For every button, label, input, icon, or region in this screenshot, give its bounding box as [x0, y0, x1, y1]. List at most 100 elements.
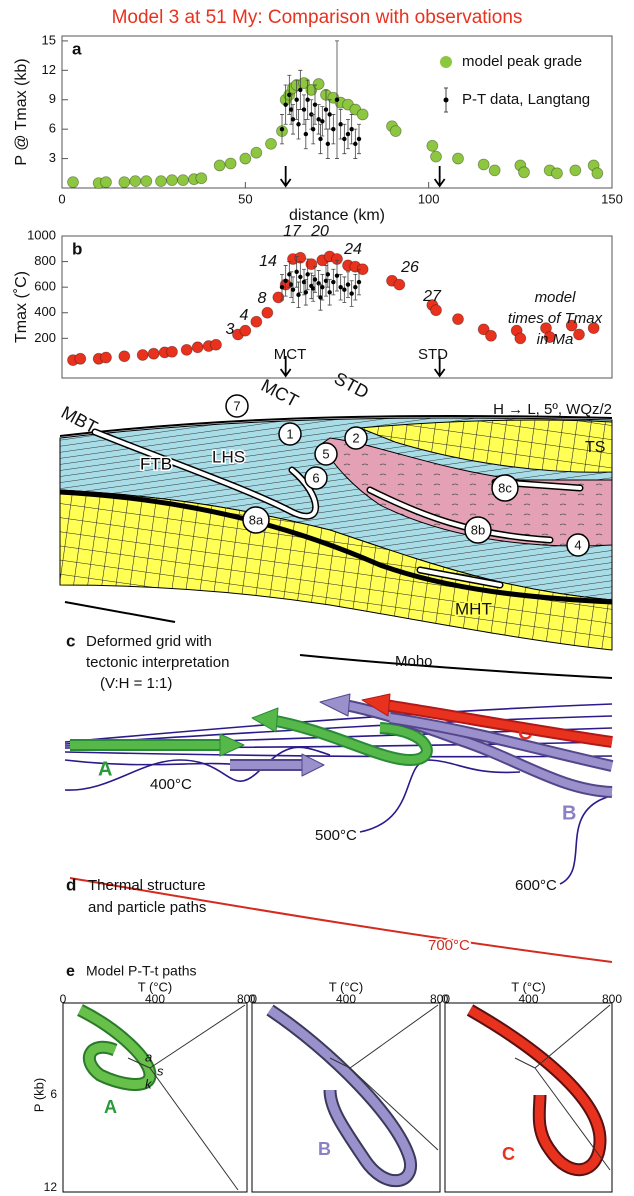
caption: Thermal structure	[88, 877, 206, 894]
data-point	[327, 290, 331, 294]
fault-marker: STD	[418, 346, 448, 363]
data-point	[283, 102, 287, 106]
x-tick-label: 0	[58, 191, 65, 206]
model-point	[119, 351, 130, 362]
data-point	[353, 285, 357, 289]
panel-e: e Model P-T-t paths P (kb) 6 12 a s k A …	[31, 963, 622, 1194]
data-point	[294, 98, 298, 102]
y-axis-label: P @ Tmax (kb)	[13, 58, 30, 165]
legend-symbol	[440, 56, 452, 68]
caption: (V:H = 1:1)	[100, 675, 172, 692]
data-point	[327, 112, 331, 116]
data-point	[335, 273, 339, 277]
caption: Model P-T-t paths	[86, 963, 197, 979]
model-point	[453, 153, 464, 164]
x-tick-label: 400	[518, 992, 538, 1006]
data-point	[320, 285, 324, 289]
data-point	[304, 132, 308, 136]
panel-label: a	[72, 39, 82, 58]
model-point	[156, 176, 167, 187]
data-point	[294, 270, 298, 274]
model-point	[148, 348, 159, 359]
x-tick-label: 100	[418, 191, 440, 206]
data-point	[296, 122, 300, 126]
x-axis-label: distance (km)	[289, 207, 385, 224]
isotherm-label: 500°C	[315, 827, 357, 844]
fault-marker: MCT	[274, 346, 307, 363]
y-tick-label: 400	[34, 304, 56, 319]
model-point	[196, 173, 207, 184]
time-label: 3	[226, 321, 235, 338]
data-point	[304, 290, 308, 294]
data-point	[349, 291, 353, 295]
model-point	[192, 342, 203, 353]
data-point	[302, 107, 306, 111]
model-point	[574, 329, 585, 340]
x-tick-label: 400	[145, 992, 165, 1006]
legend-symbol	[444, 98, 449, 103]
unit-label: MHT	[455, 599, 492, 618]
panel-label: b	[72, 239, 82, 258]
data-point	[349, 127, 353, 131]
model-point	[357, 109, 368, 120]
circled-label: 8a	[249, 512, 264, 527]
note: model	[535, 289, 577, 306]
data-point	[291, 117, 295, 121]
y-tick-label: 3	[49, 150, 56, 165]
legend-label: P-T data, Langtang	[462, 91, 590, 108]
path-label: A	[104, 1097, 117, 1117]
fault-label: STD	[331, 368, 372, 403]
model-point	[394, 279, 405, 290]
data-point	[305, 272, 309, 276]
model-point	[251, 316, 262, 327]
model-point	[68, 177, 79, 188]
time-label: 26	[400, 259, 419, 276]
location-arrow	[281, 166, 291, 186]
x-tick-label: 150	[601, 191, 623, 206]
location-arrow	[435, 166, 445, 186]
model-point	[592, 168, 603, 179]
moho-line	[300, 655, 612, 678]
x-tick-label: 50	[238, 191, 252, 206]
model-point	[75, 353, 86, 364]
model-point	[486, 330, 497, 341]
figure: Model 3 at 51 My: Comparison with observ…	[0, 0, 634, 1196]
circled-label: 8b	[471, 522, 485, 537]
y-axis-label: P (kb)	[31, 1078, 46, 1112]
isotherm-label: 600°C	[515, 877, 557, 894]
x-tick-label: 800	[602, 992, 622, 1006]
x-tick-label: 0	[60, 992, 67, 1006]
data-point	[298, 88, 302, 92]
model-point	[141, 176, 152, 187]
y-tick-label: 1000	[27, 227, 56, 242]
model-point	[427, 140, 438, 151]
data-point	[346, 282, 350, 286]
legend-label: model peak grade	[462, 53, 582, 70]
model-point	[240, 153, 251, 164]
data-point	[324, 107, 328, 111]
data-point	[283, 279, 287, 283]
data-point	[342, 288, 346, 292]
data-point	[335, 98, 339, 102]
data-point	[280, 285, 284, 289]
time-label: 20	[310, 223, 329, 240]
data-point	[342, 137, 346, 141]
panel-label: e	[66, 963, 75, 980]
data-point	[331, 127, 335, 131]
circled-label: 6	[312, 470, 319, 485]
moho-label: Moho	[395, 653, 433, 670]
figure-title: Model 3 at 51 My: Comparison with observ…	[112, 7, 523, 28]
caption: tectonic interpretation	[86, 654, 229, 671]
data-point	[326, 272, 330, 276]
path-label: C	[518, 722, 532, 744]
data-point	[305, 98, 309, 102]
unit-label: LHS	[212, 447, 245, 466]
y-tick-label: 6	[50, 1087, 57, 1101]
data-point	[320, 119, 324, 123]
model-point	[390, 126, 401, 137]
model-point	[519, 167, 530, 178]
data-point	[346, 132, 350, 136]
caption: Deformed grid with	[86, 633, 212, 650]
model-point	[240, 325, 251, 336]
path-label: C	[502, 1144, 515, 1164]
